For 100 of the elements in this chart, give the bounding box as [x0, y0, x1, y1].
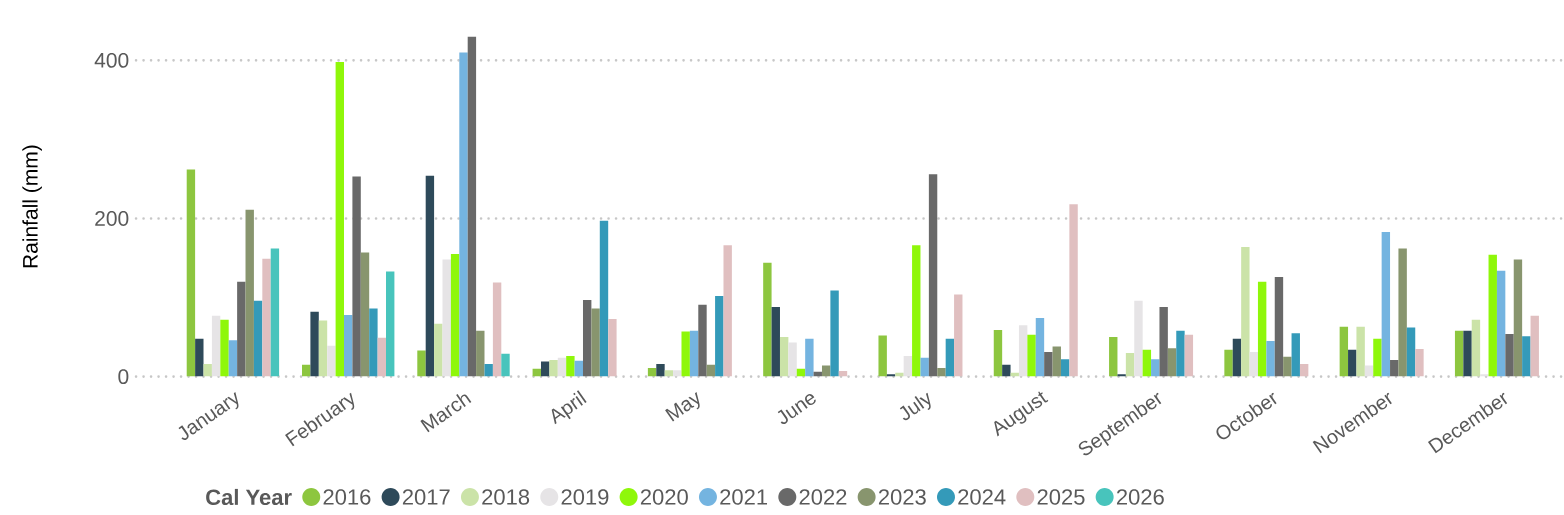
bar — [253, 300, 263, 377]
bar — [1398, 248, 1407, 377]
bar — [1339, 326, 1349, 377]
bar — [1052, 346, 1061, 377]
bar — [1463, 330, 1472, 377]
bar — [1454, 330, 1464, 377]
bar — [1283, 356, 1292, 377]
bar — [220, 319, 229, 377]
y-tick-label: 200 — [95, 211, 129, 226]
bar — [591, 308, 600, 377]
bar — [270, 248, 280, 377]
y-axis-title: Rainfall (mm) — [22, 145, 42, 268]
bar — [1117, 374, 1126, 377]
bar — [203, 363, 212, 377]
bar — [195, 338, 204, 377]
bar — [1167, 348, 1177, 377]
bar — [656, 363, 665, 377]
bar — [993, 329, 1003, 377]
bar — [434, 323, 443, 377]
bar — [689, 330, 699, 377]
bar — [1356, 326, 1365, 377]
bar — [698, 304, 707, 377]
bar — [245, 209, 254, 377]
bar — [1505, 333, 1514, 377]
bar — [1044, 352, 1053, 377]
bar — [262, 258, 271, 377]
bar — [549, 360, 558, 377]
y-tick-label: 0 — [118, 369, 129, 385]
bar — [763, 262, 772, 377]
bar — [1224, 349, 1233, 377]
bar — [1184, 334, 1194, 377]
bar — [211, 315, 221, 377]
bar — [582, 299, 592, 377]
bar — [352, 176, 361, 377]
bar — [318, 320, 328, 377]
legend-label: 2017 — [402, 489, 450, 505]
bar — [467, 36, 477, 377]
bar — [386, 271, 395, 377]
bar — [425, 175, 435, 377]
bar — [228, 340, 238, 377]
bar — [1513, 259, 1523, 377]
bar — [903, 356, 913, 377]
bar — [608, 318, 617, 377]
x-tick-label: May — [665, 392, 700, 422]
x-tick-label: July — [899, 392, 931, 421]
bar — [1060, 359, 1070, 377]
bar — [1035, 318, 1045, 377]
bar — [501, 353, 510, 377]
legend-label: 2024 — [958, 489, 1006, 505]
bar — [186, 169, 196, 377]
bar — [1002, 364, 1011, 377]
legend-label: 2022 — [799, 489, 847, 505]
legend-label: 2026 — [1116, 489, 1164, 505]
bar — [805, 338, 814, 377]
bar — [788, 342, 797, 377]
bar — [937, 367, 946, 377]
legend-label: 2018 — [482, 489, 530, 505]
legend-title: Cal Year — [206, 488, 292, 506]
bar — [664, 370, 674, 377]
bar — [1134, 300, 1143, 377]
bar — [1257, 281, 1267, 377]
bar — [360, 252, 370, 377]
bar — [1471, 319, 1481, 377]
bar — [1151, 359, 1160, 377]
bar — [566, 356, 575, 377]
bar — [310, 311, 319, 377]
bar — [878, 335, 887, 377]
bar — [574, 360, 583, 377]
bar — [1266, 341, 1275, 377]
bar — [1125, 352, 1135, 377]
bar — [771, 307, 780, 377]
bar — [928, 174, 938, 377]
bar — [830, 290, 839, 377]
legend-label: 2016 — [323, 489, 371, 505]
bar — [1069, 204, 1078, 377]
bar — [377, 337, 386, 377]
bar — [450, 254, 460, 377]
legend-label: 2021 — [720, 489, 768, 505]
bar — [723, 245, 732, 377]
bar — [1109, 337, 1118, 377]
bar — [1488, 254, 1497, 377]
bar — [1530, 315, 1539, 377]
bar — [945, 338, 955, 377]
bar — [1406, 327, 1416, 377]
legend-label: 2025 — [1037, 489, 1085, 505]
bar — [1415, 348, 1424, 377]
bar — [1274, 276, 1284, 377]
bar — [344, 314, 353, 377]
bar — [1291, 333, 1300, 377]
bar — [1390, 360, 1399, 377]
bar — [1249, 352, 1258, 377]
bar — [1299, 363, 1309, 377]
bar — [954, 294, 963, 377]
bar — [327, 345, 336, 377]
bar — [237, 281, 246, 377]
bar — [1373, 338, 1382, 377]
bar — [1348, 349, 1357, 377]
bar — [1232, 338, 1242, 377]
bar — [484, 363, 493, 377]
x-tick-label: June — [777, 394, 816, 425]
